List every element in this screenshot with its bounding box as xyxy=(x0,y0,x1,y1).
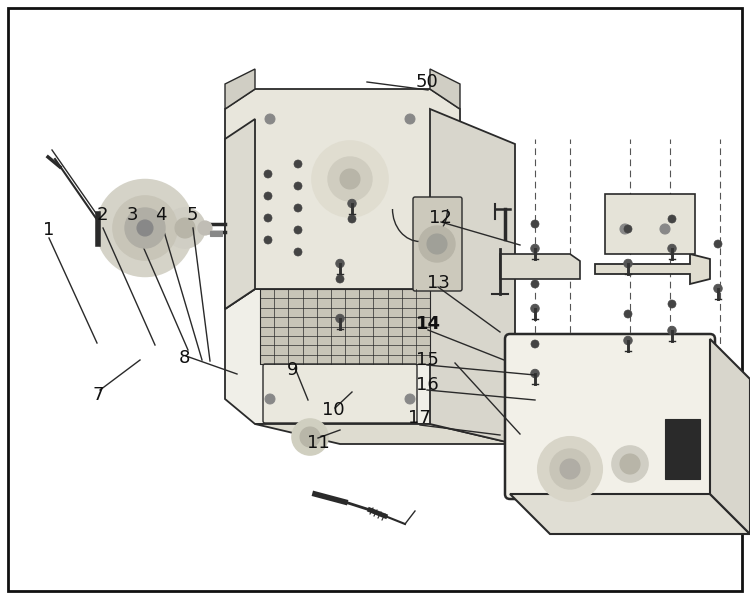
Text: 4: 4 xyxy=(155,206,166,224)
Text: 2: 2 xyxy=(96,206,108,224)
Circle shape xyxy=(668,326,676,335)
Circle shape xyxy=(265,114,275,124)
Text: 5: 5 xyxy=(186,206,198,224)
Circle shape xyxy=(113,196,177,260)
Circle shape xyxy=(550,449,590,489)
Circle shape xyxy=(97,180,193,276)
Polygon shape xyxy=(225,289,460,424)
Circle shape xyxy=(531,220,539,228)
Circle shape xyxy=(668,215,676,223)
Circle shape xyxy=(620,224,630,234)
Text: 12: 12 xyxy=(428,209,451,227)
Circle shape xyxy=(531,340,539,348)
Text: 10: 10 xyxy=(322,401,344,419)
Circle shape xyxy=(137,220,153,236)
Text: 14: 14 xyxy=(416,315,440,333)
Circle shape xyxy=(538,437,602,501)
Text: 16: 16 xyxy=(416,376,438,394)
Text: 1: 1 xyxy=(44,221,55,239)
Circle shape xyxy=(405,114,415,124)
Circle shape xyxy=(336,259,344,268)
Circle shape xyxy=(336,314,344,323)
Circle shape xyxy=(531,370,539,378)
Circle shape xyxy=(300,427,320,447)
Circle shape xyxy=(668,300,676,308)
Circle shape xyxy=(165,208,205,248)
Polygon shape xyxy=(430,109,515,444)
Polygon shape xyxy=(605,194,695,254)
Circle shape xyxy=(624,310,632,318)
Circle shape xyxy=(336,275,344,283)
Circle shape xyxy=(264,192,272,200)
Circle shape xyxy=(620,454,640,474)
Text: 8: 8 xyxy=(178,349,190,367)
Circle shape xyxy=(292,419,328,455)
Polygon shape xyxy=(225,119,255,309)
Circle shape xyxy=(405,394,415,404)
Circle shape xyxy=(531,280,539,288)
Circle shape xyxy=(265,394,275,404)
Circle shape xyxy=(294,248,302,256)
Circle shape xyxy=(531,304,539,313)
Polygon shape xyxy=(510,494,750,534)
Polygon shape xyxy=(710,339,750,534)
Polygon shape xyxy=(225,69,255,109)
Circle shape xyxy=(175,218,195,238)
FancyBboxPatch shape xyxy=(505,334,715,499)
Circle shape xyxy=(624,225,632,233)
Circle shape xyxy=(714,240,722,248)
Polygon shape xyxy=(500,254,580,279)
Circle shape xyxy=(294,226,302,234)
Bar xyxy=(210,231,222,236)
Text: 50: 50 xyxy=(416,73,438,91)
Circle shape xyxy=(624,259,632,268)
Circle shape xyxy=(264,214,272,222)
FancyBboxPatch shape xyxy=(263,364,417,423)
Circle shape xyxy=(294,160,302,168)
Circle shape xyxy=(348,215,356,223)
Circle shape xyxy=(294,204,302,212)
Circle shape xyxy=(198,221,212,235)
Circle shape xyxy=(419,226,455,262)
Text: 13: 13 xyxy=(427,274,449,292)
Text: 7: 7 xyxy=(92,386,104,404)
Circle shape xyxy=(624,336,632,344)
Text: 11: 11 xyxy=(307,434,329,452)
Bar xyxy=(260,289,430,364)
Circle shape xyxy=(264,236,272,244)
Circle shape xyxy=(294,182,302,190)
Circle shape xyxy=(612,446,648,482)
FancyBboxPatch shape xyxy=(413,197,462,291)
Circle shape xyxy=(660,224,670,234)
Polygon shape xyxy=(430,69,460,109)
Circle shape xyxy=(340,169,360,189)
Circle shape xyxy=(531,244,539,253)
Circle shape xyxy=(264,170,272,178)
Bar xyxy=(665,419,700,479)
Text: 9: 9 xyxy=(287,361,298,379)
Polygon shape xyxy=(225,89,460,309)
Polygon shape xyxy=(255,424,515,444)
Circle shape xyxy=(668,244,676,253)
Circle shape xyxy=(125,208,165,248)
Text: 17: 17 xyxy=(407,409,430,427)
Circle shape xyxy=(312,141,388,217)
Circle shape xyxy=(328,157,372,201)
Circle shape xyxy=(427,234,447,254)
Text: 15: 15 xyxy=(416,351,439,369)
Polygon shape xyxy=(230,269,420,314)
Polygon shape xyxy=(595,254,710,284)
Text: 3: 3 xyxy=(126,206,138,224)
Circle shape xyxy=(348,199,356,208)
Circle shape xyxy=(714,285,722,293)
Circle shape xyxy=(560,459,580,479)
Bar xyxy=(295,306,450,351)
